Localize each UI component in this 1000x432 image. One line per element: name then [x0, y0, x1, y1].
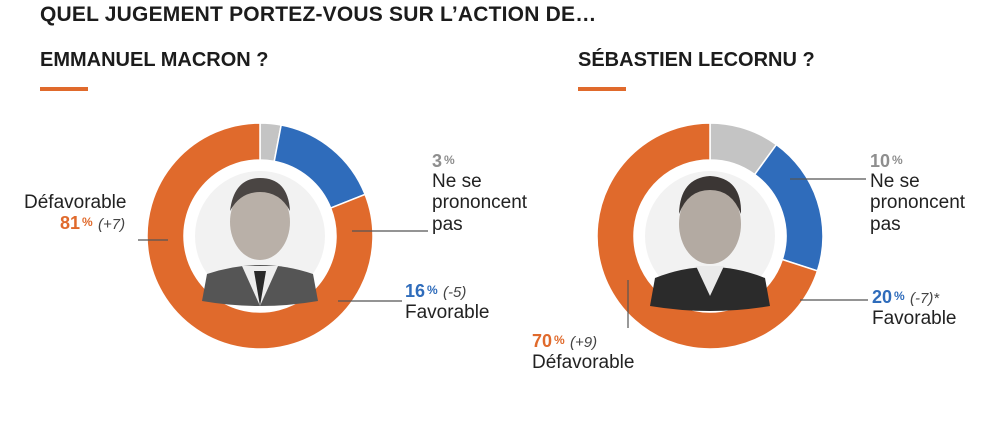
lecornu-nsp-pct: 10: [870, 151, 891, 171]
lecornu-title: SÉBASTIEN LECORNU ?: [578, 49, 815, 71]
macron-defavorable-pct: 81: [60, 213, 81, 234]
macron-favorable-value-line: 16% (-5): [405, 281, 490, 302]
lecornu-favorable-pct-group: 20%: [872, 287, 905, 307]
lecornu-defavorable-unit: %: [554, 333, 565, 347]
macron-favorable-segment: [273, 124, 367, 209]
lecornu-nsp-label: 10% Ne se prononcent pas: [870, 151, 965, 235]
macron-favorable-unit: %: [427, 283, 438, 297]
lecornu-favorable-segment: [753, 143, 824, 272]
macron-donut-chart: [146, 122, 374, 350]
macron-nsp-unit: %: [444, 153, 455, 167]
macron-defavorable-name: Défavorable: [24, 192, 127, 213]
macron-nsp-pct: 3: [432, 151, 443, 171]
lecornu-favorable-pct: 20: [872, 287, 893, 307]
macron-defavorable-value-line: 81% (+7): [60, 213, 126, 234]
lecornu-defavorable-pct-group: 70%: [532, 331, 565, 351]
lecornu-title-underline: [578, 87, 626, 91]
lecornu-favorable-unit: %: [894, 289, 905, 303]
macron-nsp-name-2: prononcent: [432, 192, 528, 214]
lecornu-defavorable-pct: 70: [532, 331, 553, 351]
lecornu-defavorable-delta: (+9): [569, 334, 598, 351]
macron-defavorable-delta: (+7): [97, 216, 126, 234]
macron-favorable-pct: 16: [405, 281, 426, 301]
macron-nsp-label: 3% Ne se prononcent pas: [432, 151, 527, 235]
lecornu-nsp-name-1: Ne se: [870, 171, 920, 193]
macron-title: EMMANUEL MACRON ?: [40, 49, 269, 71]
macron-defavorable-unit: %: [82, 215, 93, 230]
lecornu-donut-segments: [596, 122, 824, 350]
macron-favorable-pct-group: 16%: [405, 281, 438, 301]
lecornu-nsp-name-3: pas: [870, 213, 901, 235]
macron-donut-segments: [146, 122, 374, 350]
lecornu-donut-chart: [596, 122, 824, 350]
macron-title-underline: [40, 87, 88, 91]
lecornu-nsp-pct-group: 10%: [870, 151, 965, 171]
lecornu-favorable-name: Favorable: [872, 308, 957, 330]
lecornu-favorable-label: 20% (-7)* Favorable: [872, 287, 957, 330]
macron-favorable-label: 16% (-5) Favorable: [405, 281, 490, 324]
lecornu-portrait: [645, 171, 775, 311]
macron-favorable-delta: (-5): [442, 284, 467, 301]
survey-question: QUEL JUGEMENT PORTEZ-VOUS SUR L’ACTION D…: [40, 3, 597, 26]
macron-defavorable-pct-group: 81%: [60, 213, 93, 233]
macron-nsp-pct-group: 3%: [432, 151, 527, 171]
macron-nsp-name-3: pas: [432, 213, 463, 235]
lecornu-defavorable-value-line: 70% (+9): [532, 331, 634, 352]
lecornu-favorable-delta: (-7)*: [909, 290, 940, 307]
lecornu-defavorable-label: 70% (+9) Défavorable: [532, 331, 634, 374]
macron-nsp-name-1: Ne se: [432, 171, 482, 193]
macron-favorable-name: Favorable: [405, 302, 490, 324]
lecornu-nsp-name-2: prononcent: [870, 192, 966, 214]
lecornu-favorable-value-line: 20% (-7)*: [872, 287, 957, 308]
lecornu-defavorable-name: Défavorable: [532, 352, 635, 374]
lecornu-nsp-unit: %: [892, 153, 903, 167]
macron-portrait: [195, 171, 325, 306]
macron-defavorable-label: Défavorable 81% (+7): [24, 192, 126, 235]
